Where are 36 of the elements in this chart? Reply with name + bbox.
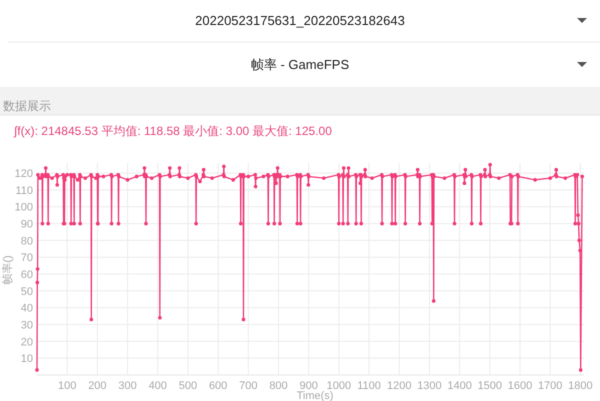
y-tick-label: 80 <box>20 235 33 248</box>
chart-title: 帧率 - GameFPS <box>250 57 350 72</box>
y-tick-label: 70 <box>20 252 33 264</box>
x-tick-label: 1600 <box>508 380 532 392</box>
y-tick-label: 40 <box>20 302 33 315</box>
x-tick-label: 400 <box>148 380 167 392</box>
x-tick-label: 800 <box>269 380 288 392</box>
x-tick-label: 600 <box>208 380 228 392</box>
y-tick-label: 30 <box>20 320 33 332</box>
x-tick-label: 900 <box>300 380 318 392</box>
y-tick-label: 90 <box>20 218 33 231</box>
chart-subtitle: ∫f(x): 214845.53 平均值: 118.58 最小值: 3.00 最大值: 125.00 <box>13 124 332 138</box>
x-tick-label: 500 <box>178 380 198 392</box>
text: 20220523175631_20220523182643 <box>195 13 405 28</box>
x-tick-label: 200 <box>88 380 107 392</box>
y-tick-label: 20 <box>20 336 33 348</box>
x-tick-label: 1300 <box>417 380 442 392</box>
x-tick-label: 1400 <box>447 380 472 392</box>
y-tick-label: 10 <box>20 353 33 366</box>
x-tick-label: 1800 <box>568 380 593 392</box>
y-tick-label: 110 <box>15 184 33 197</box>
text: 数据展示 <box>3 99 51 113</box>
x-tick-label: 1000 <box>326 380 352 392</box>
y-axis-title: 帧率() <box>1 255 14 285</box>
x-tick-label: 100 <box>58 380 76 392</box>
x-tick-label: 1200 <box>387 380 412 392</box>
y-tick-label: 120 <box>14 168 33 180</box>
x-tick-label: 1500 <box>478 380 502 392</box>
x-tick-label: 1100 <box>357 380 381 392</box>
y-tick-label: 60 <box>20 269 33 282</box>
x-tick-label: 300 <box>118 380 137 392</box>
x-tick-label: 700 <box>239 380 258 392</box>
y-tick-label: 50 <box>20 286 33 298</box>
x-axis-title: Time(s) <box>296 390 334 401</box>
y-tick-label: 100 <box>14 202 33 214</box>
x-tick-label: 1700 <box>538 380 562 392</box>
